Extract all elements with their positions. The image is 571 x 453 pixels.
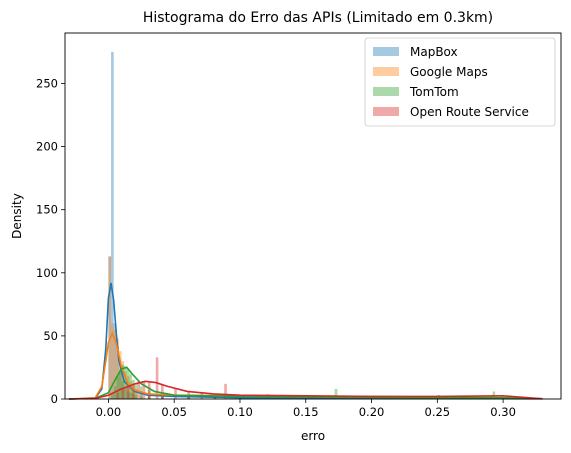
y-tick-label: 0 (51, 392, 58, 406)
legend-label: Open Route Service (410, 105, 529, 119)
x-axis-label: erro (301, 429, 325, 443)
legend-label: Google Maps (410, 65, 488, 79)
y-tick-label: 50 (43, 329, 58, 343)
x-tick-label: 0.10 (227, 405, 253, 419)
hist-bar (116, 393, 119, 399)
y-tick-label: 150 (36, 203, 58, 217)
hist-open-route-service (116, 357, 492, 399)
hist-bar (148, 383, 151, 399)
y-axis-label: Density (10, 193, 24, 239)
x-tick-label: 0.25 (425, 405, 451, 419)
legend: MapBox Google Maps TomTom Open Route Servic… (365, 38, 555, 126)
legend-label: MapBox (410, 45, 458, 59)
x-axis: 0.00 0.05 0.10 0.15 0.20 0.25 0.30 (96, 399, 516, 419)
hist-bar (174, 389, 177, 399)
x-tick-label: 0.15 (293, 405, 319, 419)
y-axis: 0 50 100 150 200 250 (36, 76, 65, 406)
hist-bar (137, 381, 140, 399)
legend-label: TomTom (409, 85, 459, 99)
x-tick-label: 0.00 (96, 405, 122, 419)
legend-swatch (373, 107, 399, 116)
legend-swatch (373, 47, 399, 56)
x-tick-label: 0.05 (161, 405, 187, 419)
hist-google-maps (108, 256, 492, 399)
y-tick-label: 100 (36, 266, 58, 280)
legend-swatch (373, 87, 399, 96)
hist-bar (108, 256, 111, 399)
hist-bar (122, 389, 125, 399)
chart-title: Histograma do Erro das APIs (Limitado em… (143, 10, 493, 26)
x-tick-label: 0.30 (490, 405, 516, 419)
y-tick-label: 200 (36, 140, 58, 154)
y-tick-label: 250 (36, 76, 58, 90)
x-tick-label: 0.20 (359, 405, 385, 419)
legend-swatch (373, 67, 399, 76)
hist-bar (127, 386, 130, 399)
